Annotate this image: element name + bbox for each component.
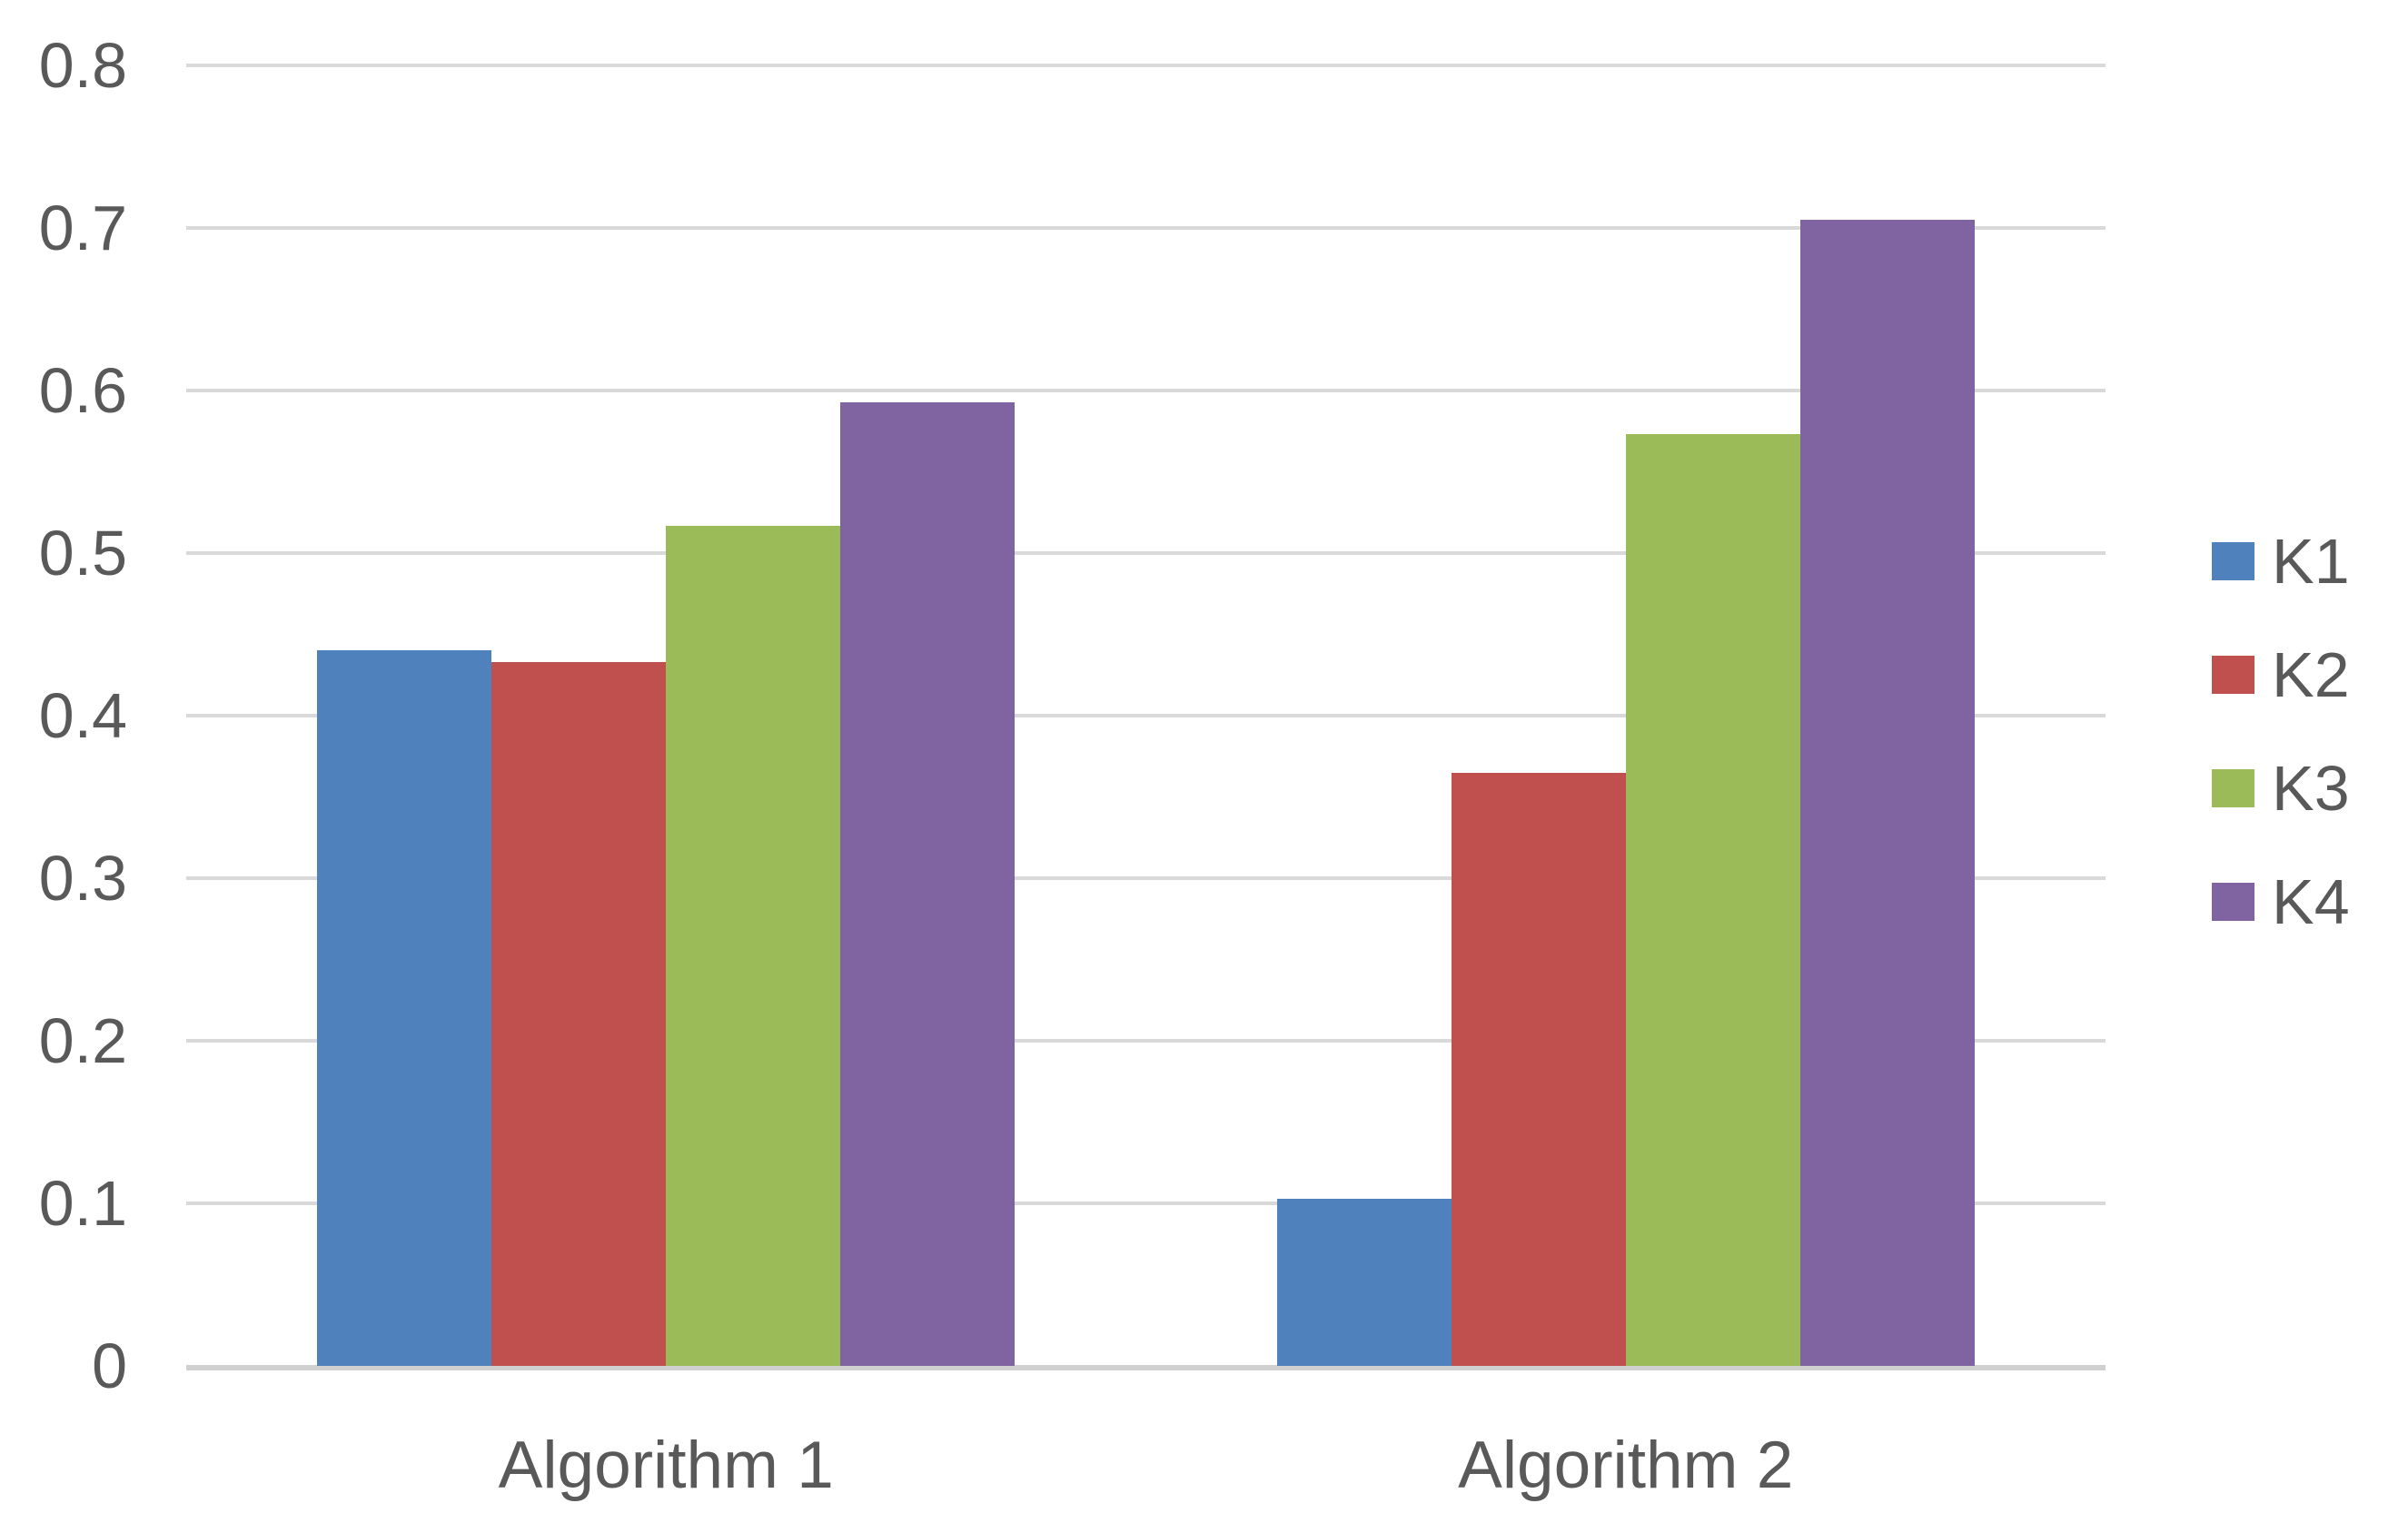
legend-item-k1: K1 (2212, 504, 2350, 618)
legend-label-k1: K1 (2272, 525, 2350, 597)
gridline-0.8 (186, 64, 2106, 67)
legend-item-k4: K4 (2212, 845, 2350, 958)
gridline-0.1 (186, 1202, 2106, 1205)
bar-k1-algorithm-2 (1276, 1198, 1452, 1366)
legend-item-k2: K2 (2212, 618, 2350, 731)
legend-label-k3: K3 (2272, 752, 2350, 824)
gridline-0.4 (186, 714, 2106, 717)
gridline-0.2 (186, 1039, 2106, 1043)
bar-k1-algorithm-1 (317, 650, 492, 1366)
x-axis-line (186, 1365, 2106, 1370)
gridline-0.6 (186, 389, 2106, 392)
gridline-0.5 (186, 551, 2106, 555)
y-tick-label-0.5: 0.5 (38, 518, 127, 588)
y-tick-label-0.8: 0.8 (38, 30, 127, 101)
bar-k3-algorithm-2 (1625, 434, 1800, 1366)
y-tick-label-0: 0 (92, 1330, 127, 1401)
y-tick-label-0.4: 0.4 (38, 680, 127, 751)
gridline-0.3 (186, 876, 2106, 880)
y-tick-label-0.6: 0.6 (38, 355, 127, 426)
legend-item-k3: K3 (2212, 731, 2350, 845)
legend: K1 K2 K3 K4 (2212, 504, 2350, 958)
bar-k2-algorithm-1 (491, 661, 667, 1366)
bar-k3-algorithm-1 (666, 525, 841, 1366)
legend-label-k4: K4 (2272, 865, 2350, 937)
legend-swatch-k2 (2212, 655, 2254, 694)
bar-k4-algorithm-2 (1799, 220, 1975, 1366)
bar-k2-algorithm-2 (1451, 772, 1626, 1366)
gridline-0.7 (186, 226, 2106, 230)
y-tick-label-0.7: 0.7 (38, 193, 127, 263)
plot-area (186, 64, 2106, 1370)
legend-swatch-k3 (2212, 768, 2254, 807)
y-tick-label-0.2: 0.2 (38, 1005, 127, 1076)
y-tick-label-0.1: 0.1 (38, 1168, 127, 1239)
legend-swatch-k4 (2212, 882, 2254, 921)
bar-k4-algorithm-1 (840, 401, 1016, 1366)
x-category-label-1: Algorithm 1 (498, 1429, 834, 1502)
y-tick-label-0.3: 0.3 (38, 843, 127, 914)
x-category-label-2: Algorithm 2 (1458, 1429, 1794, 1502)
legend-label-k2: K2 (2272, 638, 2350, 710)
legend-swatch-k1 (2212, 541, 2254, 580)
